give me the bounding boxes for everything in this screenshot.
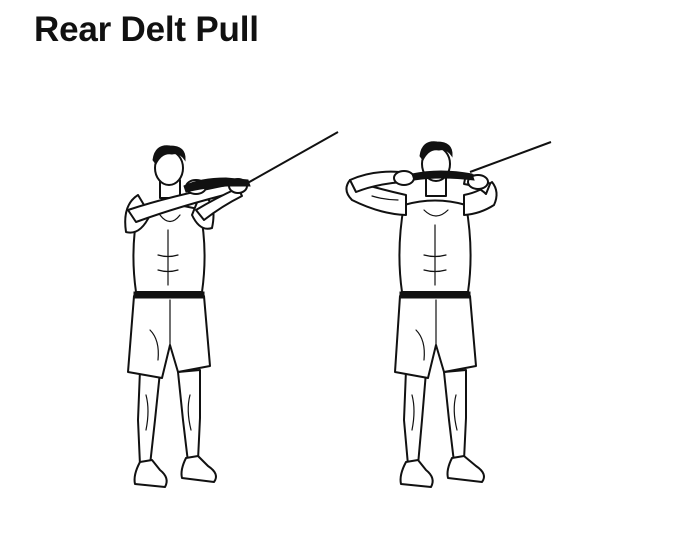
- right-shoe-end: [446, 455, 485, 483]
- cable-start: [243, 131, 339, 186]
- rope-start: [183, 177, 251, 193]
- exercise-title: Rear Delt Pull: [34, 10, 259, 49]
- right-shoe: [180, 455, 217, 483]
- rope-end: [411, 170, 475, 181]
- figure-end-position: [345, 141, 552, 488]
- hair-end: [419, 141, 453, 161]
- left-shoe: [133, 459, 168, 488]
- left-shoe-end: [399, 459, 434, 488]
- hair-start: [152, 145, 186, 165]
- cable-end: [469, 141, 552, 173]
- figure-start-position: [124, 131, 339, 488]
